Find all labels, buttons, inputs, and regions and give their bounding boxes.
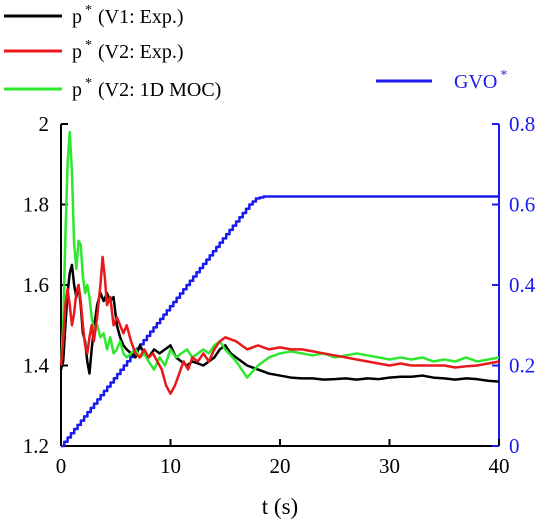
left-tick-label: 1.2 [23,434,49,458]
series-line-gvo [61,195,499,448]
legend-label-gvo: GVO * [454,68,507,93]
x-tick-label: 40 [489,454,510,478]
legend-label-rest: (V2: Exp.) [98,41,184,63]
left-tick-label: 1.8 [23,193,49,217]
legend-label-sup: * [500,68,507,83]
series-line-v2-exp [59,255,500,395]
legend-label-base: p [72,41,82,63]
legend-label-rest: (V2: 1D MOC) [98,79,221,101]
x-axis-title: t (s) [262,494,298,519]
legend-entry-v2-exp: p * (V2: Exp.) [4,38,184,63]
legend-label-base: p [72,6,82,28]
x-tick-label: 30 [379,454,400,478]
left-tick-label: 1.6 [23,273,49,297]
right-tick-label: 0.8 [509,112,535,136]
x-tick-label: 0 [56,454,67,478]
legend-label-base: p [72,79,82,101]
series-line-v2-moc [59,130,500,379]
legend-entry-v1-exp: p * (V1: Exp.) [4,3,184,28]
left-axis-ticks: 1.2 1.4 1.6 1.8 2 [23,112,68,458]
x-tick-label: 10 [160,454,181,478]
legend: p * (V1: Exp.) p * (V2: Exp.) p * (V2: 1D MOC)… [4,3,507,101]
x-tick-label: 20 [270,454,291,478]
legend-entry-gvo: GVO * [376,68,507,93]
legend-label-sup: * [85,3,92,18]
series-layer [59,130,500,448]
legend-label-sup: * [85,76,92,91]
legend-entry-v2-moc: p * (V2: 1D MOC) [4,76,221,101]
legend-label-sup: * [85,38,92,53]
right-axis-ticks: 0 0.2 0.4 0.6 0.8 [492,112,536,458]
legend-label-base: GVO [454,71,497,93]
legend-label-v2-moc: p * (V2: 1D MOC) [72,76,221,101]
right-tick-label: 0 [509,434,520,458]
left-tick-label: 2 [39,112,50,136]
right-tick-label: 0.6 [509,193,535,217]
right-tick-label: 0.2 [509,354,535,378]
legend-label-v2-exp: p * (V2: Exp.) [72,38,184,63]
left-tick-label: 1.4 [23,354,50,378]
legend-label-rest: (V1: Exp.) [98,6,184,28]
axes [60,124,500,447]
x-axis-ticks: 0 10 20 30 40 [56,439,510,478]
legend-label-v1-exp: p * (V1: Exp.) [72,3,184,28]
right-tick-label: 0.4 [509,273,536,297]
